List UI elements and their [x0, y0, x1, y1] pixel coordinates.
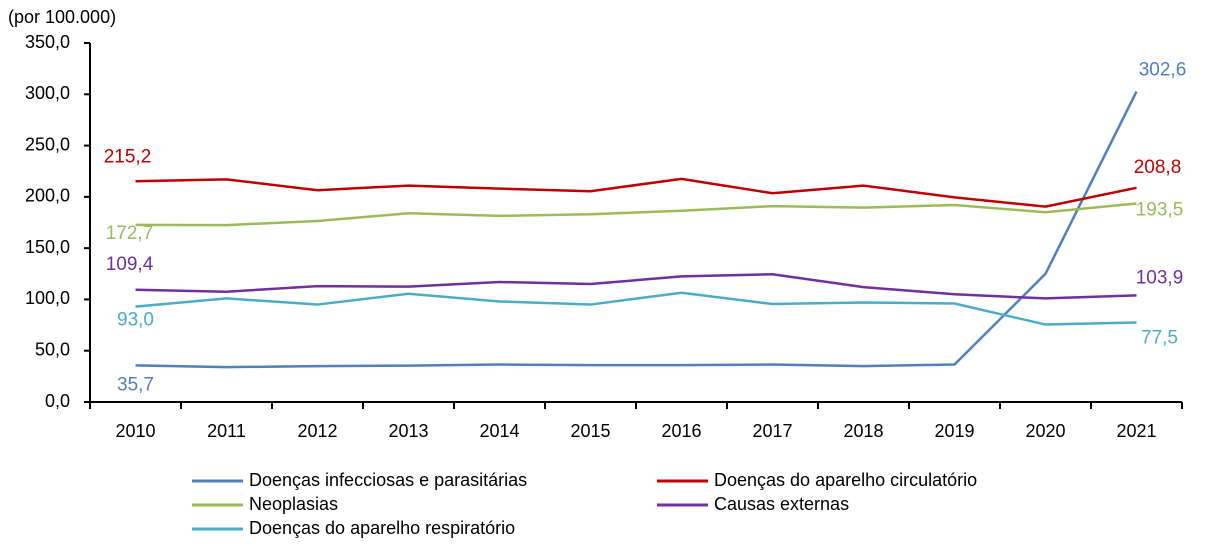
legend-label: Doenças do aparelho circulatório [714, 470, 977, 490]
y-tick-label: 300,0 [25, 83, 70, 103]
y-axis-label: (por 100.000) [8, 7, 116, 27]
x-tick-label: 2014 [479, 421, 519, 441]
series-line [135, 291, 1137, 326]
series-line [135, 177, 1137, 208]
x-tick-label: 2020 [1025, 421, 1065, 441]
x-tick-label: 2013 [388, 421, 428, 441]
data-label: 109,4 [106, 254, 154, 275]
data-label: 302,6 [1139, 60, 1187, 81]
data-label: 103,9 [1136, 267, 1184, 288]
y-tick-label: 150,0 [25, 237, 70, 257]
data-label: 35,7 [117, 374, 154, 395]
x-tick-label: 2015 [570, 421, 610, 441]
x-tick-label: 2019 [934, 421, 974, 441]
legend-label: Neoplasias [249, 494, 338, 514]
x-tick-label: 2016 [661, 421, 701, 441]
legend-label: Causas externas [714, 494, 849, 514]
data-label: 93,0 [117, 310, 154, 331]
x-tick-label: 2017 [752, 421, 792, 441]
x-tick-label: 2010 [115, 421, 155, 441]
y-tick-label: 350,0 [25, 32, 70, 52]
data-label: 193,5 [1136, 200, 1184, 221]
x-tick-label: 2012 [297, 421, 337, 441]
data-label: 208,8 [1134, 157, 1182, 178]
data-label: 172,7 [106, 223, 154, 244]
data-label: 77,5 [1141, 328, 1178, 349]
data-label: 215,2 [104, 146, 152, 167]
y-tick-label: 50,0 [35, 339, 70, 359]
legend-label: Doenças do aparelho respiratório [249, 518, 515, 538]
series-line [135, 273, 1137, 300]
legend-label: Doenças infecciosas e parasitárias [249, 470, 527, 490]
series-line [135, 91, 1138, 369]
x-tick-label: 2011 [207, 421, 246, 441]
series-line [135, 202, 1137, 227]
y-tick-label: 200,0 [25, 186, 70, 206]
y-tick-label: 0,0 [45, 391, 70, 411]
x-tick-label: 2018 [843, 421, 883, 441]
x-tick-label: 2021 [1116, 421, 1156, 441]
y-tick-label: 250,0 [25, 134, 70, 154]
y-tick-label: 100,0 [25, 288, 70, 308]
